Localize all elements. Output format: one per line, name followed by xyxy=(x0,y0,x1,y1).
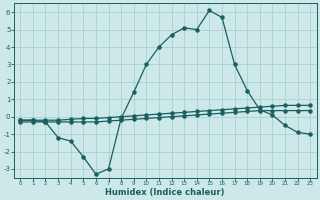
X-axis label: Humidex (Indice chaleur): Humidex (Indice chaleur) xyxy=(106,188,225,197)
